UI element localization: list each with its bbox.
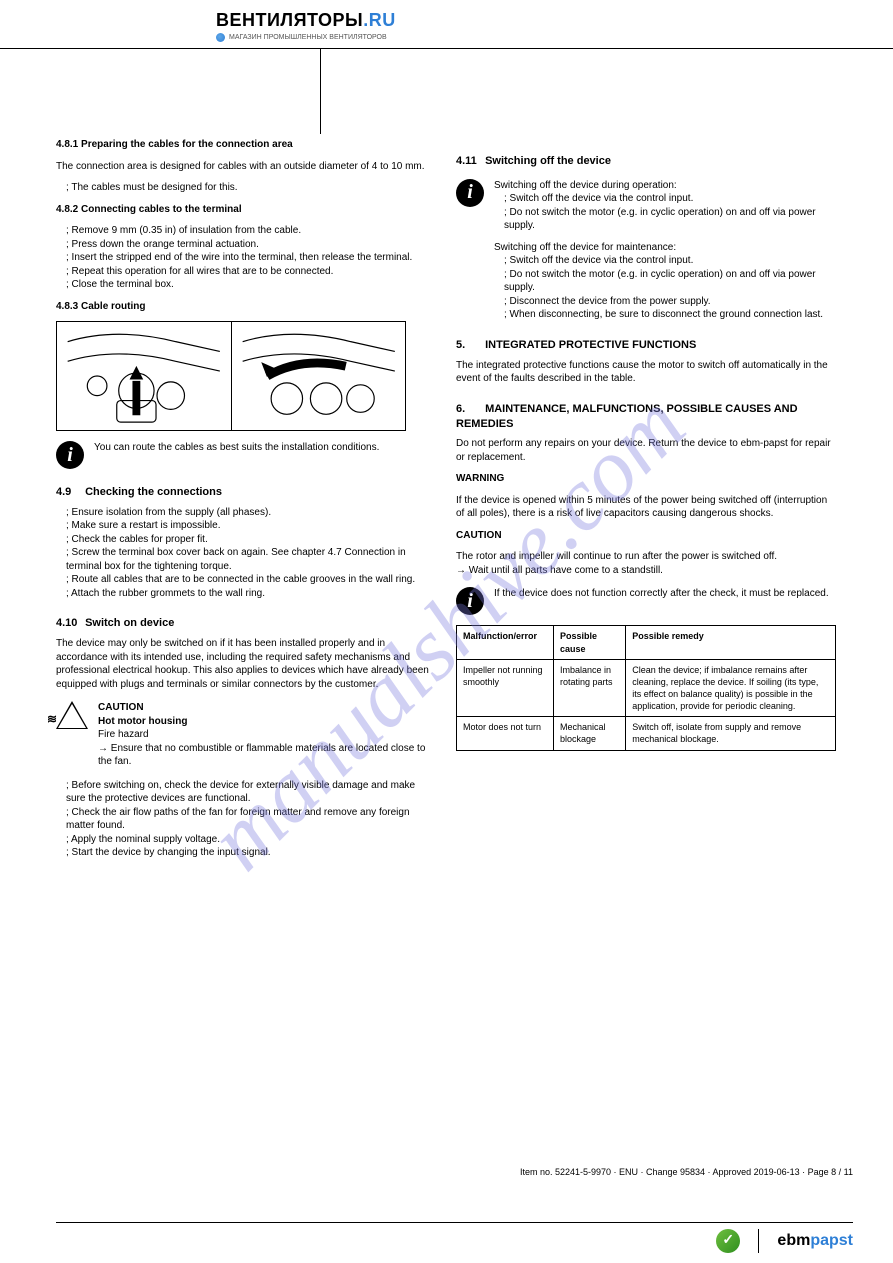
bullet-disconnect: ; Disconnect the device from the power s…	[494, 295, 836, 309]
heading-4-9-text: Checking the connections	[85, 486, 222, 498]
th-cause: Possible cause	[554, 626, 626, 659]
bullet-isolation: ; Ensure isolation from the supply (all …	[56, 506, 436, 520]
sect-num-4-9: 4.9	[56, 485, 82, 500]
bullet-apply-voltage: ; Apply the nominal supply voltage.	[56, 833, 436, 847]
table-row: Motor does not turn Mechanical blockage …	[457, 717, 836, 750]
th-remedy: Possible remedy	[626, 626, 836, 659]
caution2-text: The rotor and impeller will continue to …	[456, 550, 836, 564]
info-switch-off: i Switching off the device during operat…	[456, 179, 836, 322]
caution-bullet: → Ensure that no combustible or flammabl…	[98, 742, 436, 769]
bullet-off-no-cycle: ; Do not switch the motor (e.g. in cycli…	[494, 206, 836, 233]
page-body: 4.8.1 Preparing the cables for the conne…	[56, 48, 853, 1223]
cell-malfunction: Motor does not turn	[457, 717, 554, 750]
bullet-check-damage: ; Before switching on, check the device …	[56, 779, 436, 806]
heading-4-8-2: 4.8.2 Connecting cables to the terminal	[56, 203, 436, 217]
right-column: 4.11 Switching off the device i Switchin…	[456, 138, 836, 751]
para-no-repair: Do not perform any repairs on your devic…	[456, 437, 836, 464]
cell-cause: Mechanical blockage	[554, 717, 626, 750]
hot-surface-waves: ≋	[47, 711, 57, 727]
info-icon: i	[56, 441, 84, 469]
bullet-check-fit: ; Check the cables for proper fit.	[56, 533, 436, 547]
heading-4-9: 4.9 Checking the connections	[56, 485, 436, 500]
bullet-repeat: ; Repeat this operation for all wires th…	[56, 265, 436, 279]
info-cable-routing: i You can route the cables as best suits…	[56, 441, 436, 469]
footer: ebmpapst	[56, 1222, 853, 1253]
bullet-off-control2: ; Switch off the device via the control …	[494, 254, 836, 268]
info-check-text: If the device does not function correctl…	[494, 587, 829, 615]
th-malfunction: Malfunction/error	[457, 626, 554, 659]
bullet-close-box: ; Close the terminal box.	[56, 278, 436, 292]
heading-5: 5. INTEGRATED PROTECTIVE FUNCTIONS	[456, 338, 836, 353]
bullet-cable-design: ; The cables must be designed for this.	[56, 181, 436, 195]
bullet-strip: ; Remove 9 mm (0.35 in) of insulation fr…	[56, 224, 436, 238]
bullet-route-grooves: ; Route all cables that are to be connec…	[56, 573, 436, 587]
logo-dot-icon	[216, 33, 225, 42]
bullet-insert-wire: ; Insert the stripped end of the wire in…	[56, 251, 436, 265]
heading-4-10: 4.10 Switch on device	[56, 616, 436, 631]
switch-off-maint-intro: Switching off the device for maintenance…	[494, 241, 836, 255]
logo-brand-right: .RU	[363, 10, 396, 30]
cell-cause: Imbalance in rotating parts	[554, 659, 626, 717]
caution-title: CAUTION	[98, 701, 436, 715]
sect-num-4-11: 4.11	[456, 154, 482, 169]
cell-remedy: Clean the device; if imbalance remains a…	[626, 659, 836, 717]
warning-title: WARNING	[456, 472, 836, 486]
info-cable-routing-text: You can route the cables as best suits t…	[94, 441, 379, 469]
cell-malfunction: Impeller not running smoothly	[457, 659, 554, 717]
heading-4-11-text: Switching off the device	[485, 155, 611, 167]
hot-surface-icon	[56, 701, 88, 729]
ebmpapst-logo: ebmpapst	[777, 1232, 853, 1250]
green-check-badge-icon	[716, 1229, 740, 1253]
bullet-start-signal: ; Start the device by changing the input…	[56, 846, 436, 860]
heading-6: 6. MAINTENANCE, MALFUNCTIONS, POSSIBLE C…	[456, 402, 836, 432]
bullet-no-restart: ; Make sure a restart is impossible.	[56, 519, 436, 533]
caution2-bullet: → Wait until all parts have come to a st…	[456, 564, 836, 578]
cable-routing-photos	[56, 321, 406, 431]
bullet-grommets: ; Attach the rubber grommets to the wall…	[56, 587, 436, 601]
heading-4-8-3: 4.8.3 Cable routing	[56, 300, 436, 314]
switch-off-intro: Switching off the device during operatio…	[494, 179, 836, 193]
bullet-press-terminal: ; Press down the orange terminal actuati…	[56, 238, 436, 252]
heading-4-11: 4.11 Switching off the device	[456, 154, 836, 169]
photo-right	[232, 322, 406, 430]
footer-divider	[758, 1229, 759, 1253]
info-icon: i	[456, 587, 484, 615]
sect-num-6: 6.	[456, 402, 482, 417]
bullet-ground-last: ; When disconnecting, be sure to disconn…	[494, 308, 836, 322]
bullet-off-control: ; Switch off the device via the control …	[494, 192, 836, 206]
heading-4-10-text: Switch on device	[85, 617, 174, 629]
sect-num-5: 5.	[456, 338, 482, 353]
logo-brand-left: ВЕНТИЛЯТОРЫ	[216, 10, 363, 30]
troubleshooting-table: Malfunction/error Possible cause Possibl…	[456, 625, 836, 750]
logo-subtitle: МАГАЗИН ПРОМЫШЛЕННЫХ ВЕНТИЛЯТОРОВ	[229, 34, 387, 41]
photo-left	[57, 322, 232, 430]
info-icon: i	[456, 179, 484, 207]
papst-text: papst	[810, 1232, 853, 1249]
para-protective-functions: The integrated protective functions caus…	[456, 359, 836, 386]
para-cable-diameter: The connection area is designed for cabl…	[56, 160, 436, 174]
heading-4-8-1: 4.8.1 Preparing the cables for the conne…	[56, 138, 436, 152]
sect-num-4-10: 4.10	[56, 616, 82, 631]
caution2-title: CAUTION	[456, 529, 836, 543]
bullet-check-airflow: ; Check the air flow paths of the fan fo…	[56, 806, 436, 833]
cell-remedy: Switch off, isolate from supply and remo…	[626, 717, 836, 750]
heading-6-text: MAINTENANCE, MALFUNCTIONS, POSSIBLE CAUS…	[456, 403, 798, 430]
table-row: Impeller not running smoothly Imbalance …	[457, 659, 836, 717]
info-replace-device: i If the device does not function correc…	[456, 587, 836, 615]
para-switch-on: The device may only be switched on if it…	[56, 637, 436, 691]
store-logo: ВЕНТИЛЯТОРЫ.RU МАГАЗИН ПРОМЫШЛЕННЫХ ВЕНТ…	[216, 10, 396, 42]
caution-hot-motor: ≋ CAUTION Hot motor housing Fire hazard …	[56, 701, 436, 769]
page-number: Item no. 52241-5-9970 · ENU · Change 958…	[520, 1167, 853, 1177]
caution-subtitle: Hot motor housing	[98, 715, 436, 729]
left-column: 4.8.1 Preparing the cables for the conne…	[56, 138, 436, 860]
caution-line: Fire hazard	[98, 728, 436, 742]
warning-capacitor: If the device is opened within 5 minutes…	[456, 494, 836, 521]
heading-5-text: INTEGRATED PROTECTIVE FUNCTIONS	[485, 339, 696, 351]
bullet-off-no-cycle2: ; Do not switch the motor (e.g. in cycli…	[494, 268, 836, 295]
bullet-screw-cover: ; Screw the terminal box cover back on a…	[56, 546, 436, 573]
ebm-text: ebm	[777, 1232, 810, 1249]
